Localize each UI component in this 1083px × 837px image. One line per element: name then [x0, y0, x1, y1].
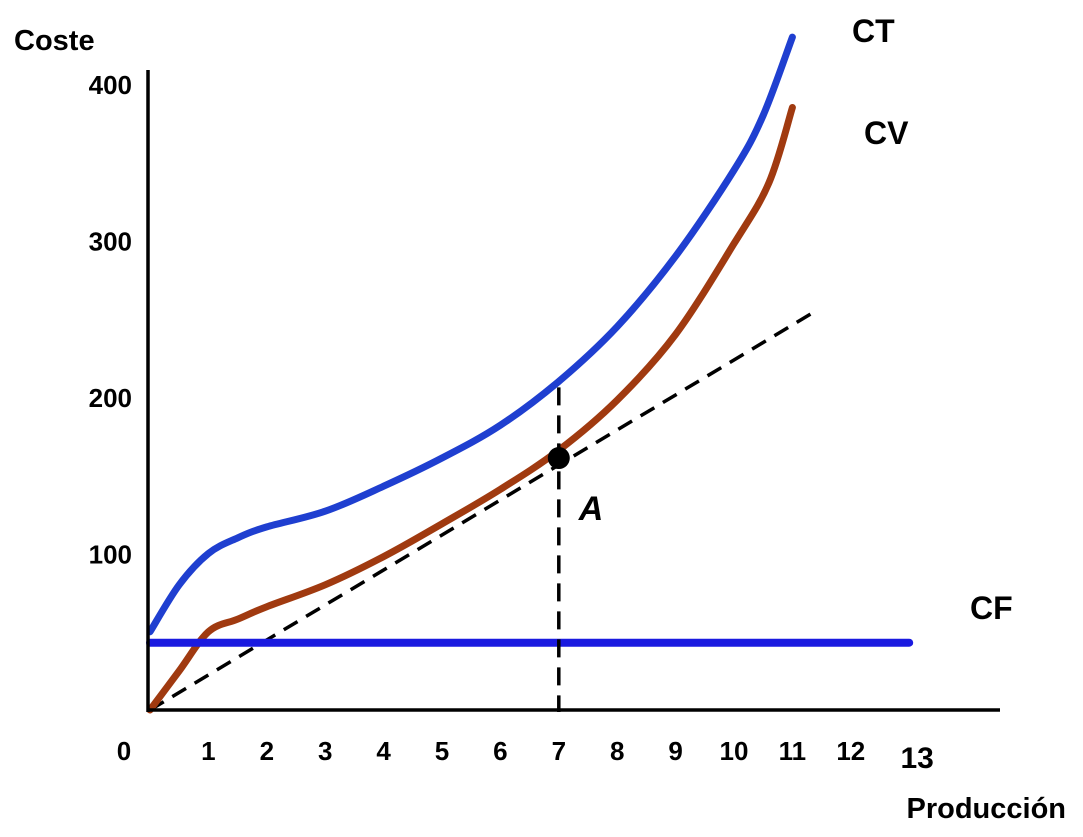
labels-layer: Coste Producción CT CV CF A	[14, 13, 1066, 825]
tangent-dashed-line	[149, 309, 817, 712]
x-tick-label-11: 11	[779, 736, 807, 766]
series-label-cv: CV	[864, 115, 909, 151]
curves-layer	[146, 33, 914, 714]
x-tick-label-7: 7	[552, 736, 566, 766]
series-cv-line	[146, 104, 796, 714]
y-tick-label-200: 200	[89, 383, 132, 413]
x-tick-label-2: 2	[260, 736, 274, 766]
x-axis-title: Producción	[906, 793, 1066, 825]
x-tick-label-4: 4	[376, 736, 391, 766]
y-tick-label-400: 400	[89, 70, 132, 100]
series-label-cf: CF	[970, 590, 1013, 626]
x-tick-label-10: 10	[720, 736, 749, 766]
y-tick-label-300: 300	[89, 227, 132, 257]
x-tick-label-5: 5	[435, 736, 449, 766]
series-ct-line	[146, 33, 796, 636]
point-a-marker	[547, 447, 570, 470]
x-tick-label-3: 3	[318, 736, 332, 766]
x-tick-label-1: 1	[201, 736, 215, 766]
point-a-label: A	[578, 490, 604, 528]
y-tick-label-100: 100	[89, 540, 132, 570]
x-tick-label-9: 9	[668, 736, 682, 766]
x-tick-label-13: 13	[901, 742, 934, 775]
x-tick-label-8: 8	[610, 736, 624, 766]
x-tick-label-6: 6	[493, 736, 507, 766]
x-tick-label-0: 0	[117, 736, 131, 766]
series-label-ct: CT	[852, 13, 895, 49]
y-axis-title: Coste	[14, 25, 95, 57]
x-tick-label-12: 12	[836, 736, 865, 766]
